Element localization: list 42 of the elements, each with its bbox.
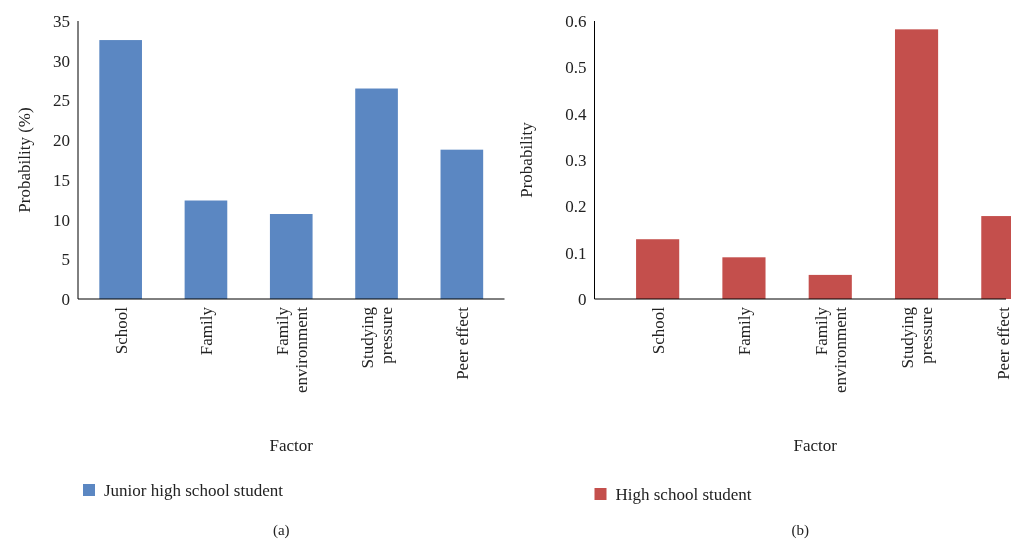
y-axis-title: Probability — [516, 121, 536, 198]
x-tick-label: Family — [734, 306, 754, 356]
text: (b) — [791, 522, 809, 539]
x-tick-label: Peer effect — [452, 306, 472, 380]
y-tick-label: 0.4 — [565, 104, 587, 124]
x-tick-label: Family environment — [811, 306, 850, 393]
bar — [184, 200, 228, 299]
text: (a) — [272, 522, 290, 539]
y-tick-label: 20 — [53, 131, 70, 151]
y-tick-label: 0.5 — [565, 58, 587, 78]
legend-label: Junior high school student — [104, 480, 284, 500]
bar — [440, 149, 484, 299]
bar — [99, 40, 142, 299]
x-tick-label: Studying pressure — [898, 306, 936, 369]
legend-label: High school student — [615, 484, 752, 504]
y-tick-label: 0 — [578, 289, 587, 309]
x-tick-label: Family — [196, 306, 216, 356]
bar — [636, 239, 680, 299]
x-axis-title: Factor — [269, 436, 314, 455]
x-tick-label: Studying pressure — [358, 306, 396, 369]
bar — [355, 88, 398, 299]
x-tick-label: School — [111, 306, 131, 355]
y-tick-label: 35 — [53, 11, 70, 31]
x-tick-label: School — [648, 306, 668, 355]
x-axis-title: Factor — [793, 436, 838, 455]
y-tick-label: 0.6 — [565, 11, 587, 31]
y-tick-label: 0.2 — [565, 197, 587, 217]
y-tick-label: 10 — [53, 210, 70, 230]
x-tick-label: Peer effect — [993, 306, 1013, 380]
y-tick-label: 0 — [61, 289, 70, 309]
y-tick-label: 30 — [53, 51, 70, 71]
x-tick-label: Family environment — [272, 306, 311, 393]
y-axis-title: Probability (%) — [15, 107, 34, 213]
bar — [808, 274, 852, 299]
y-tick-label: 15 — [53, 170, 70, 190]
y-tick-label: 0.1 — [565, 243, 587, 263]
bar — [722, 257, 766, 299]
y-tick-label: 0.3 — [565, 150, 587, 170]
y-tick-label: 25 — [53, 91, 70, 111]
y-tick-label: 5 — [61, 250, 70, 270]
bar — [269, 214, 313, 299]
bar — [894, 29, 939, 299]
